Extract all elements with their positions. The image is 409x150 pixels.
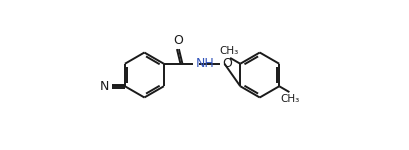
Text: CH₃: CH₃: [280, 94, 299, 104]
Text: O: O: [173, 34, 182, 47]
Text: NH: NH: [195, 57, 214, 70]
Text: O: O: [221, 57, 231, 70]
Text: CH₃: CH₃: [219, 46, 238, 56]
Text: N: N: [99, 80, 108, 93]
